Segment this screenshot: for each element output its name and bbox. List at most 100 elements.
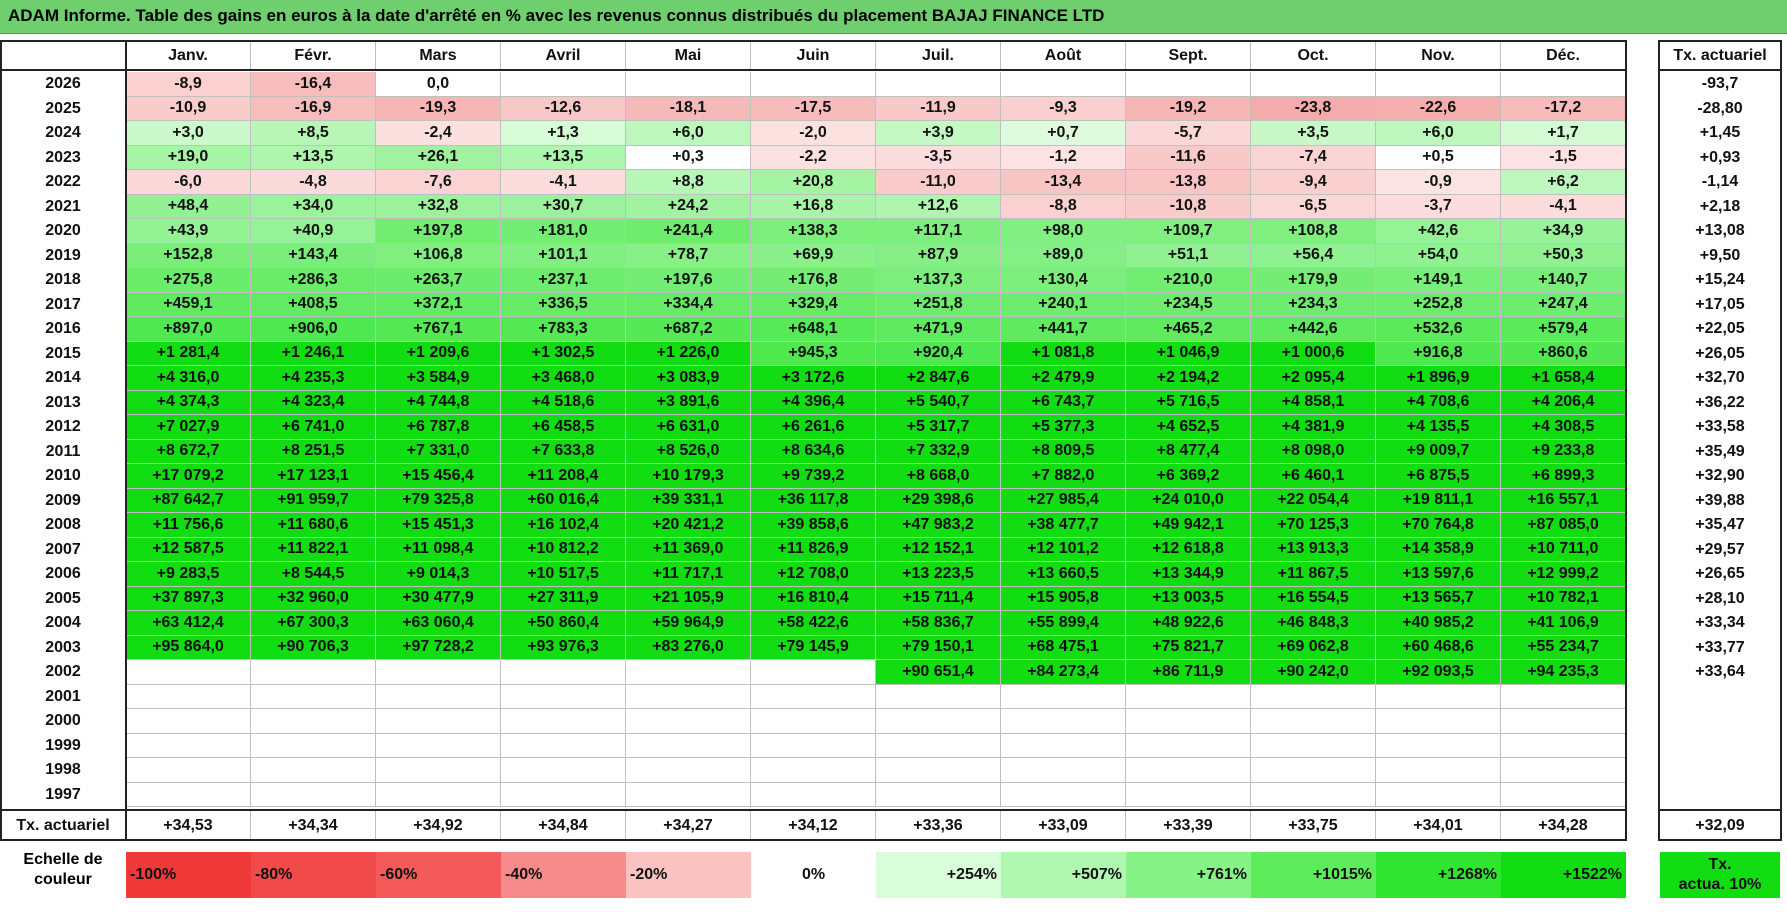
table-cell: +1 658,4: [1501, 366, 1626, 391]
table-cell: [1126, 733, 1251, 758]
table-cell: +336,5: [501, 292, 626, 317]
rate-cell: +1,45: [1699, 124, 1741, 142]
month-header: Janv.: [126, 42, 251, 70]
table-cell: +140,7: [1501, 268, 1626, 293]
table-cell: +916,8: [1376, 341, 1501, 366]
table-cell: +90 706,3: [251, 635, 376, 660]
table-cell: [501, 733, 626, 758]
year-label: 2001: [45, 687, 81, 705]
table-cell: +687,2: [626, 317, 751, 342]
table-cell: -3,7: [1376, 194, 1501, 219]
table-cell: +42,6: [1376, 219, 1501, 244]
table-cell: +106,8: [376, 243, 501, 268]
table-cell: +8 668,0: [876, 464, 1001, 489]
table-cell: +767,1: [376, 317, 501, 342]
table-cell: [126, 733, 251, 758]
table-cell: +8 672,7: [126, 439, 251, 464]
table-cell: [376, 733, 501, 758]
table-cell: +4 374,3: [126, 390, 251, 415]
table-cell: [1001, 72, 1126, 97]
year-label: 2002: [45, 663, 81, 681]
table-cell: -22,6: [1376, 96, 1501, 121]
rate-cell: +36,22: [1695, 393, 1745, 411]
legend-swatch: +1268%: [1376, 852, 1501, 898]
table-cell: +210,0: [1126, 268, 1251, 293]
table-cell: +89,0: [1001, 243, 1126, 268]
table-cell: +2 847,6: [876, 366, 1001, 391]
table-cell: +5 540,7: [876, 390, 1001, 415]
footer-cell: +33,09: [1001, 811, 1126, 841]
table-cell: +16 810,4: [751, 586, 876, 611]
table-cell: [376, 758, 501, 783]
table-cell: -3,5: [876, 145, 1001, 170]
table-cell: +3,9: [876, 121, 1001, 146]
table-cell: [1126, 758, 1251, 783]
year-label: 2015: [45, 344, 81, 362]
year-label: 2021: [45, 197, 81, 215]
rate-cell: [1660, 685, 1780, 710]
table-cell: +1 302,5: [501, 341, 626, 366]
table-cell: +21 105,9: [626, 586, 751, 611]
rate-cell: -1,14: [1701, 173, 1739, 191]
table-cell: +84 273,4: [1001, 660, 1126, 685]
table-cell: +8,8: [626, 170, 751, 195]
table-cell: +12 101,2: [1001, 537, 1126, 562]
table-cell: +15 451,3: [376, 513, 501, 538]
table-cell: +11 208,4: [501, 464, 626, 489]
table-cell: +40 985,2: [1376, 611, 1501, 636]
legend-rate-line1: Tx.: [1708, 856, 1732, 873]
rate-cell: [1660, 783, 1780, 808]
table-cell: [1251, 733, 1376, 758]
table-cell: -11,6: [1126, 145, 1251, 170]
table-cell: [126, 709, 251, 734]
table-cell: [626, 660, 751, 685]
table-cell: +16,8: [751, 194, 876, 219]
rate-header: Tx. actuariel: [1673, 47, 1767, 64]
table-cell: +8 526,0: [626, 439, 751, 464]
table-cell: +3 584,9: [376, 366, 501, 391]
table-cell: +334,4: [626, 292, 751, 317]
table-cell: +79 325,8: [376, 488, 501, 513]
rate-cell: +13,08: [1695, 222, 1745, 240]
table-cell: [376, 782, 501, 807]
table-cell: +3 083,9: [626, 366, 751, 391]
table-cell: +2 194,2: [1126, 366, 1251, 391]
table-cell: +1 226,0: [626, 341, 751, 366]
table-cell: +6 875,5: [1376, 464, 1501, 489]
table-cell: +50 860,4: [501, 611, 626, 636]
year-label: 1997: [45, 785, 81, 803]
table-cell: +8,5: [251, 121, 376, 146]
rate-cell: +32,90: [1695, 467, 1745, 485]
table-cell: +4 652,5: [1126, 415, 1251, 440]
table-cell: [626, 782, 751, 807]
legend-swatch: -100%: [126, 852, 251, 898]
table-cell: [1376, 684, 1501, 709]
table-cell: [126, 758, 251, 783]
legend-label-line2: couleur: [34, 871, 92, 888]
rate-cell: -28,80: [1697, 99, 1743, 117]
footer-cell: +34,01: [1376, 811, 1501, 841]
table-cell: +237,1: [501, 268, 626, 293]
table-cell: +15 456,4: [376, 464, 501, 489]
table-cell: +5 317,7: [876, 415, 1001, 440]
table-cell: +6,0: [626, 121, 751, 146]
table-cell: +32,8: [376, 194, 501, 219]
year-label: 2018: [45, 271, 81, 289]
table-cell: [1001, 782, 1126, 807]
table-cell: -1,5: [1501, 145, 1626, 170]
table-cell: +58 836,7: [876, 611, 1001, 636]
table-cell: +130,4: [1001, 268, 1126, 293]
table-cell: +0,5: [1376, 145, 1501, 170]
year-label: 2000: [45, 712, 81, 730]
table-cell: +181,0: [501, 219, 626, 244]
legend-swatch: +254%: [876, 852, 1001, 898]
year-label: 2008: [45, 516, 81, 534]
table-cell: +27 985,4: [1001, 488, 1126, 513]
table-cell: +783,3: [501, 317, 626, 342]
table-cell: +90 242,0: [1251, 660, 1376, 685]
table-cell: +36 117,8: [751, 488, 876, 513]
year-divider: [125, 40, 127, 841]
table-cell: +6 458,5: [501, 415, 626, 440]
table-cell: -0,9: [1376, 170, 1501, 195]
